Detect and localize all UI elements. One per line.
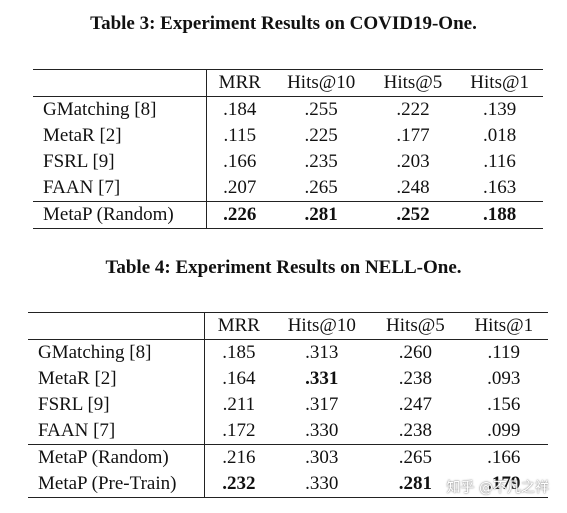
metric-value-cell: .018 (483, 125, 517, 146)
metric-value-cell: .166 (459, 444, 548, 471)
metric-value-cell: .281 (371, 471, 460, 498)
method-name-cell: MetaR [2] (38, 368, 117, 389)
table-row: FSRL [9] .166 .235 .203 .116 (33, 149, 543, 175)
metric-value-cell: .265 (304, 177, 338, 198)
metric-value-cell: .303 (272, 444, 372, 471)
header-corner-cell (33, 69, 207, 97)
metric-value-cell: .238 (398, 368, 432, 389)
metric-value-cell: .164 (204, 366, 273, 392)
metric-value-cell: .099 (487, 420, 521, 441)
metric-value-cell: .188 (456, 201, 543, 229)
metric-value-cell: .313 (305, 342, 339, 363)
table-row: GMatching [8] .185 .313 .260 .119 (28, 339, 548, 366)
column-header: Hits@10 (272, 312, 372, 340)
metric-value-cell: .247 (398, 394, 432, 415)
table-3-caption: Table 3: Experiment Results on COVID19-O… (90, 13, 477, 34)
table-row: MetaP (Random) .216.303.265.166 (28, 444, 548, 471)
metric-value-cell: .184 (205, 96, 273, 123)
column-header: MRR (204, 312, 273, 340)
metric-value-cell: .185 (204, 339, 273, 366)
method-name-cell: MetaP (Random) (33, 201, 207, 229)
table-header-row: MRR Hits@10 Hits@5 Hits@1 (28, 312, 548, 340)
metric-value-cell: .226 (205, 201, 273, 229)
method-name-cell: FAAN [7] (38, 420, 116, 441)
metric-value-cell: .093 (487, 368, 521, 389)
metric-value-cell: .317 (305, 394, 339, 415)
metric-value-cell: .207 (205, 175, 273, 202)
table-row: MetaP (Random) .226.281.252.188 (33, 201, 543, 229)
table-row: MetaP (Pre-Train) .232.330.281.179 (28, 471, 548, 498)
column-header: Hits@10 (272, 69, 370, 97)
metric-value-cell: .331 (305, 368, 339, 389)
metric-value-cell: .248 (396, 177, 430, 198)
table-row: GMatching [8] .184 .255 .222 .139 (33, 96, 543, 123)
metric-value-cell: .115 (205, 123, 273, 149)
metric-value-cell: .252 (369, 201, 457, 229)
method-name-cell: FSRL [9] (38, 394, 110, 415)
metric-value-cell: .216 (204, 444, 273, 471)
table-row: MetaR [2] .164 .331 .238 .093 (28, 366, 548, 392)
method-name-cell: FAAN [7] (43, 177, 121, 198)
metric-value-cell: .265 (371, 444, 460, 471)
metric-value-cell: .119 (487, 342, 521, 363)
metric-value-cell: .232 (204, 471, 273, 498)
metric-value-cell: .260 (398, 342, 432, 363)
nell-results-table: MRR Hits@10 Hits@5 Hits@1 GMatching [8] .185.… (28, 312, 548, 498)
metric-value-cell: .156 (487, 394, 521, 415)
method-name-cell: MetaP (Random) (28, 444, 205, 471)
column-header: Hits@5 (371, 312, 460, 340)
metric-value-cell: .225 (304, 125, 338, 146)
column-header: Hits@1 (456, 69, 543, 97)
method-name-cell: FSRL [9] (43, 151, 115, 172)
metric-value-cell: .238 (398, 420, 432, 441)
metric-value-cell: .255 (304, 99, 338, 120)
table-row: FAAN [7] .207 .265 .248 .163 (33, 175, 543, 202)
metric-value-cell: .177 (396, 125, 430, 146)
metric-value-cell: .281 (272, 201, 370, 229)
header-corner-cell (28, 312, 205, 340)
metric-value-cell: .222 (396, 99, 430, 120)
metric-value-cell: .163 (483, 177, 517, 198)
table-row: MetaR [2] .115 .225 .177 .018 (33, 123, 543, 149)
method-name-cell: GMatching [8] (38, 342, 152, 363)
column-header: Hits@1 (459, 312, 548, 340)
watermark-text: 知乎 @不凡之祥 (446, 480, 549, 496)
metric-value-cell: .166 (205, 149, 273, 175)
table-header-row: MRR Hits@10 Hits@5 Hits@1 (33, 69, 543, 97)
metric-value-cell: .172 (204, 418, 273, 445)
method-name-cell: MetaR [2] (43, 125, 122, 146)
metric-value-cell: .203 (396, 151, 430, 172)
metric-value-cell: .139 (483, 99, 517, 120)
method-name-cell: GMatching [8] (43, 99, 157, 120)
metric-value-cell: .330 (305, 420, 339, 441)
column-header: Hits@5 (369, 69, 457, 97)
metric-value-cell: .235 (304, 151, 338, 172)
table-4-caption: Table 4: Experiment Results on NELL-One. (105, 257, 462, 278)
metric-value-cell: .330 (272, 471, 372, 498)
table-row: FAAN [7] .172 .330 .238 .099 (28, 418, 548, 445)
metric-value-cell: .211 (204, 392, 273, 418)
metric-value-cell: .116 (483, 151, 516, 172)
method-name-cell: MetaP (Pre-Train) (28, 471, 205, 498)
table-row: FSRL [9] .211 .317 .247 .156 (28, 392, 548, 418)
column-header: MRR (205, 69, 273, 97)
metric-value-cell: .179 (459, 471, 548, 498)
covid19-results-table: MRR Hits@10 Hits@5 Hits@1 GMatching [8] .184.… (33, 69, 543, 229)
